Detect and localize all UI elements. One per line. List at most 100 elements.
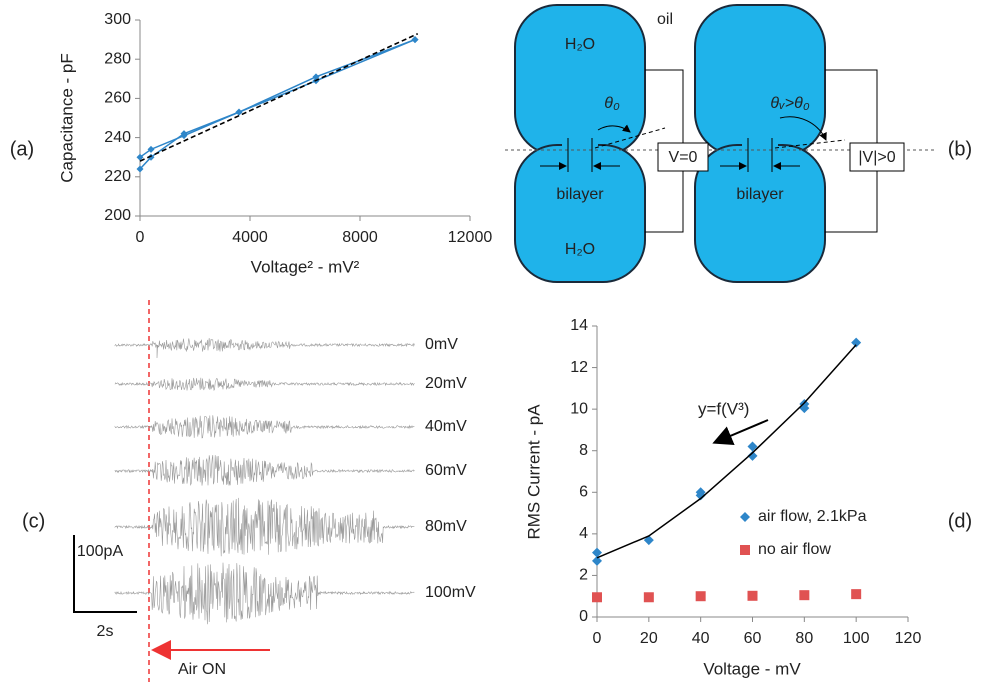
trace [114, 415, 415, 439]
wire [825, 69, 878, 143]
y-axis-label: Capacitance - pF [57, 53, 76, 182]
square-marker [799, 590, 810, 601]
y-tick-label: 240 [104, 129, 131, 146]
y-tick-label: 12 [570, 359, 588, 376]
diamond-marker [235, 108, 243, 116]
trace-label: 100mV [425, 584, 476, 601]
droplet [514, 4, 646, 156]
x-tick-label: 20 [640, 630, 658, 647]
y-axis-label: RMS Current - pA [524, 404, 543, 540]
series-line [596, 344, 857, 559]
x-axis-label: Voltage² - mV² [251, 257, 360, 276]
angle-arc [779, 116, 827, 141]
diamond-marker [592, 555, 602, 566]
trace-label: 80mV [425, 518, 467, 535]
diamond-marker [136, 165, 144, 173]
x-tick-label: 0 [593, 630, 602, 647]
trace-label: 60mV [425, 462, 467, 479]
trace-panel: 100pA 2s Air ON (c) 0mV 20mV 40mV 60mV 80mV 1… [22, 300, 476, 682]
voltage-label: V=0 [669, 149, 698, 166]
square-marker [747, 590, 758, 601]
droplet [514, 144, 646, 283]
trace-label: 20mV [425, 375, 467, 392]
diamond-marker [695, 490, 706, 501]
droplet [694, 144, 826, 283]
y-tick-label: 220 [104, 168, 131, 185]
angle-label: θ₀ [604, 95, 620, 112]
wire [825, 171, 878, 233]
wire [645, 69, 684, 143]
diamond-marker [180, 130, 188, 138]
wire [645, 171, 684, 233]
y-tick-label: 10 [570, 400, 588, 417]
x-tick-label: 0 [136, 229, 145, 246]
voltage-box [657, 142, 709, 172]
trace-label: 0mV [425, 336, 458, 353]
diamond-marker [147, 153, 155, 161]
y-tick-label: 280 [104, 50, 131, 67]
series-line [139, 38, 416, 170]
square-marker [740, 545, 750, 555]
y-tick-label: 8 [579, 442, 588, 459]
trace [114, 497, 415, 557]
panel-label: (b) [948, 138, 972, 160]
voltage-box [849, 142, 905, 172]
angle-label: θᵥ>θ₀ [770, 95, 809, 112]
panel-label: (c) [22, 510, 45, 532]
square-marker [643, 592, 654, 603]
diamond-marker [747, 441, 758, 452]
bilayer-label: bilayer [556, 186, 604, 203]
series-line [139, 32, 419, 162]
trace [114, 455, 415, 486]
y-tick-label: 2 [579, 567, 588, 584]
x-tick-label: 120 [895, 630, 922, 647]
trace [114, 377, 415, 392]
trace [114, 562, 415, 625]
x-axis-label: Voltage - mV [703, 659, 801, 678]
diamond-marker [747, 450, 758, 461]
water-label: H₂O [565, 36, 595, 53]
square-marker [592, 592, 602, 603]
y-tick-label: 0 [579, 608, 588, 625]
droplet [694, 4, 826, 156]
diamond-marker [592, 547, 602, 558]
legend-label: no air flow [758, 541, 831, 558]
annotation: Air ON [178, 661, 226, 678]
water-label: H₂O [565, 241, 595, 258]
panel-label: (a) [10, 138, 34, 160]
annotation-arrow [712, 419, 769, 445]
diamond-marker [136, 153, 144, 161]
legend-label: air flow, 2.1kPa [758, 508, 867, 525]
oil-label: oil [657, 11, 673, 28]
bilayer-label: bilayer [736, 186, 784, 203]
scale-label: 100pA [77, 543, 124, 560]
y-tick-label: 4 [579, 525, 588, 542]
angle-arc [597, 124, 631, 133]
scale-label: 2s [97, 623, 114, 640]
trace [114, 338, 415, 359]
voltage-label: |V|>0 [858, 149, 895, 166]
trace-label: 40mV [425, 418, 467, 435]
diamond-marker [411, 36, 419, 44]
diamond-marker [740, 512, 750, 522]
annotation: y=f(V³) [698, 399, 749, 418]
diamond-marker [312, 73, 320, 81]
y-tick-label: 200 [104, 207, 131, 224]
scale-bar [73, 535, 137, 613]
x-tick-label: 80 [795, 630, 813, 647]
x-tick-label: 100 [843, 630, 870, 647]
y-tick-label: 14 [570, 317, 588, 334]
x-tick-label: 4000 [232, 229, 268, 246]
y-tick-label: 260 [104, 90, 131, 107]
diamond-marker [851, 337, 862, 348]
x-tick-label: 40 [692, 630, 710, 647]
panel-label: (d) [948, 510, 972, 532]
diagram: H₂O H₂O oil θ₀ θᵥ>θ₀ bilayer bilayer V=0… [505, 4, 972, 283]
diamond-marker [147, 145, 155, 153]
tangent [774, 139, 846, 149]
y-tick-label: 300 [104, 11, 131, 28]
x-tick-label: 60 [744, 630, 762, 647]
y-tick-label: 6 [579, 484, 588, 501]
x-tick-label: 12000 [448, 229, 493, 246]
